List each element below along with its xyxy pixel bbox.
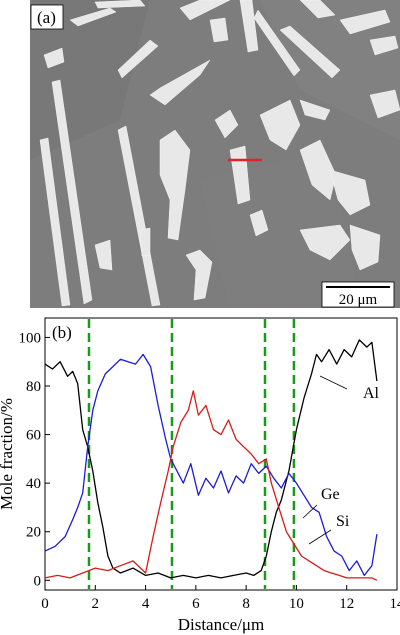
y-tick-label: 100 [19,330,42,346]
x-tick-label: 12 [339,596,354,612]
x-tick-label: 0 [41,596,49,612]
panel-a: (a) 20 μm [30,0,400,308]
panel-b: (b) 0 2 4 6 8 10 12 14 0 20 40 60 80 100 Al Ge Si Dist… [0,317,400,634]
y-tick-label: 0 [34,573,42,589]
particle [299,224,351,261]
y-axis-label: Mole fraction/% [0,398,16,510]
particle [39,137,71,307]
particle [159,129,191,241]
x-axis-label: Distance/μm [178,615,265,634]
panel-a-label: (a) [37,8,56,27]
series-line-si [44,390,378,581]
particle [299,139,337,201]
particle [43,47,65,69]
x-tick-label: 10 [289,596,304,612]
annotation-leader-line [319,375,348,390]
particle [369,89,400,119]
y-tick-label: 60 [26,428,41,444]
series-lines [44,339,378,581]
plot-frame [44,317,398,591]
particle [369,35,399,56]
particle [279,25,341,79]
particle [149,59,211,106]
particle [349,224,381,271]
x-tick-label: 2 [92,596,100,612]
particle [209,17,229,43]
particle [139,227,151,257]
particle [259,99,301,151]
x-tick-label: 8 [242,596,250,612]
panel-b-label: (b) [52,323,72,342]
bright-particles [39,0,400,307]
particle [179,0,231,21]
scale-bar-label: 20 μm [339,292,378,308]
annotation-label-al: Al [363,385,380,402]
particle [249,209,269,237]
x-tick-label: 4 [142,596,150,612]
annotation-label-ge: Ge [321,486,340,503]
annotations: Al Ge Si [302,375,380,545]
annotation-leader-line [308,529,332,545]
particle [339,9,391,35]
particle [117,39,159,79]
annotation-label-si: Si [336,513,350,530]
y-tick-label: 20 [26,525,41,541]
series-line-al [44,339,378,579]
particle [94,239,113,271]
particle [69,7,117,27]
particle [299,99,331,121]
y-tick-label: 80 [26,379,41,395]
series-line-ge [44,353,378,577]
particle [185,249,213,301]
annotation-leader-line [302,504,318,519]
x-tick-label: 6 [192,596,200,612]
particle [117,125,161,307]
particle [299,0,336,19]
y-axis: 0 20 40 60 80 100 [19,330,50,589]
x-tick-label: 14 [390,596,400,612]
particle [329,169,371,216]
particle [214,109,239,139]
particle [253,9,301,77]
particle [94,0,146,9]
panel-a-label-box [30,4,64,30]
x-axis: 0 2 4 6 8 10 12 14 [41,585,400,612]
particle [51,79,93,305]
y-tick-label: 40 [26,476,41,492]
particle [239,0,259,53]
